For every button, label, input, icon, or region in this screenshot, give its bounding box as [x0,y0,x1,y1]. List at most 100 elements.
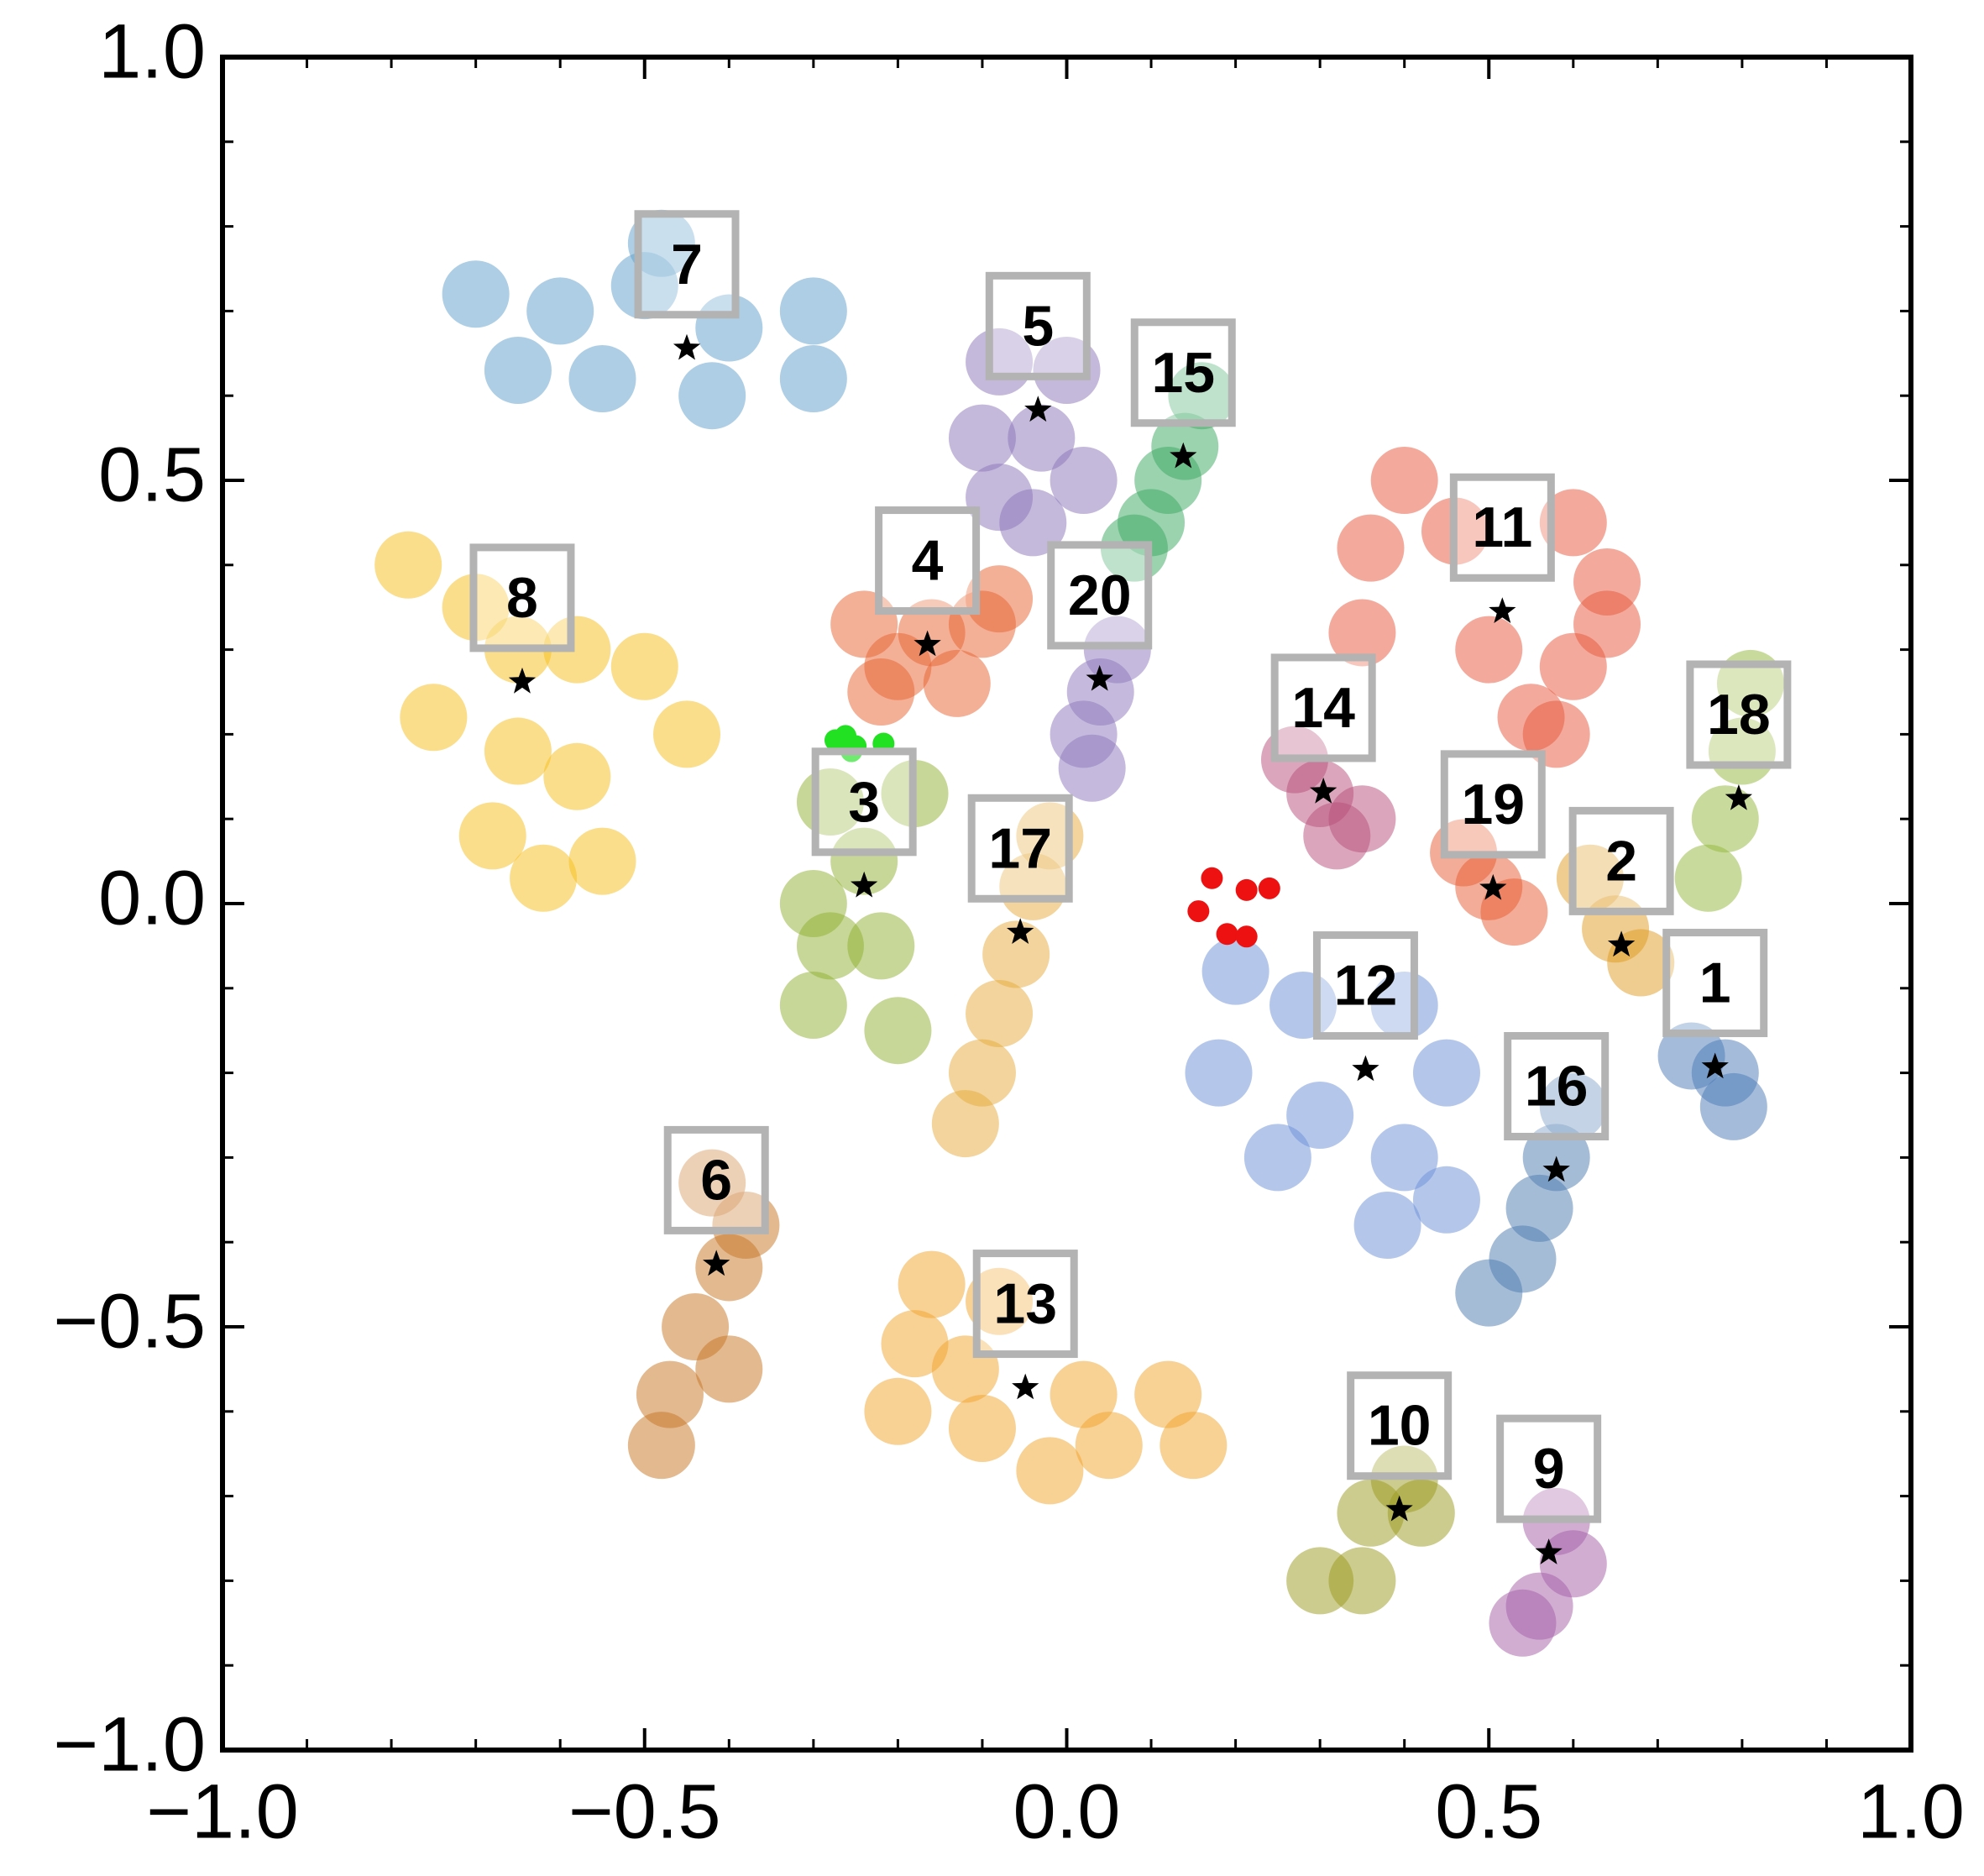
cluster-point [1286,1547,1354,1615]
cluster-point [543,616,611,684]
cluster-point [966,1267,1034,1335]
clusters [374,209,1784,1657]
label-box [1440,750,1546,859]
x-tick-label: 0.5 [1435,1769,1542,1854]
cluster-point [1387,1479,1455,1547]
cluster-point [948,404,1016,472]
label-box [967,794,1073,903]
cluster-point [568,345,636,413]
label-box [1047,541,1153,650]
cluster-point [1168,362,1236,430]
cluster-label: 4 [912,529,944,593]
centroid-star [1007,918,1034,944]
centroid-star [673,333,701,360]
cluster-point [1505,1174,1573,1242]
cluster-point [966,980,1034,1048]
cluster-label: 6 [700,1148,732,1212]
cluster-point [1303,802,1371,870]
cluster-point [1539,489,1607,557]
label-box [972,1250,1078,1359]
cluster-point [779,971,847,1039]
label-box [1130,318,1236,427]
label-box [1504,1032,1610,1141]
cluster-label: 12 [1334,954,1398,1018]
cluster-point [1050,447,1118,514]
cluster-point [695,1335,763,1403]
cluster-point [636,1360,704,1428]
cluster-point [1412,1166,1480,1234]
highlight-point [1258,877,1280,899]
cluster-point [1370,971,1438,1039]
cluster-point [695,1234,763,1302]
x-tick-label: 1.0 [1857,1769,1965,1854]
cluster-point [966,565,1034,633]
centroid-star [1725,784,1752,810]
cluster-point [796,912,864,980]
cluster-point [1353,1192,1421,1260]
label-box [1568,806,1674,915]
cluster-point [510,844,578,912]
x-tick-label: −0.5 [568,1769,721,1854]
centroid-star [1352,1055,1379,1082]
label-box [875,506,981,616]
label-box [1686,660,1792,769]
cluster-point [543,742,611,810]
label-box [1496,1414,1602,1523]
cluster-label: 15 [1151,341,1215,405]
y-tick-label: −0.5 [53,1278,206,1364]
cluster-point [898,599,966,667]
cluster-point [847,912,915,980]
cluster-point [610,632,678,700]
cluster-point [1337,514,1405,582]
cluster-point [1050,1360,1118,1428]
cluster-point [526,277,594,345]
cluster-point [779,277,847,345]
cluster-point [1286,1082,1354,1149]
cluster-point [1455,616,1523,684]
label-box [1270,653,1376,762]
cluster-point [568,827,636,895]
cluster-label: 13 [993,1272,1057,1336]
centroid-star [1479,873,1507,900]
highlight-point [1201,867,1223,889]
cluster-point [1243,1124,1311,1192]
cluster-point [484,336,552,404]
highlight-point [1235,878,1258,901]
centroid-star [1542,1155,1570,1182]
cluster-point [1539,1072,1607,1140]
y-tick-label: 0.5 [98,432,206,517]
centroid-star [508,667,537,694]
centroid-star [1086,664,1113,691]
cluster-point [948,1394,1016,1462]
cluster-label: 20 [1068,563,1132,627]
cluster-label: 5 [1022,294,1054,358]
cluster-point [1370,447,1438,514]
centroid-star [703,1250,730,1276]
cluster-point [653,700,721,768]
label-box [1312,931,1418,1040]
cluster-label: 10 [1368,1394,1432,1458]
cluster-point [999,852,1067,920]
centroid-star [1310,777,1337,804]
centroid-star [1012,1373,1039,1400]
label-box [634,210,740,319]
cluster-point [881,1310,949,1378]
cluster-label: 17 [988,816,1052,880]
cluster-point [678,362,746,430]
centroid-star [851,871,878,898]
cluster-point [1497,684,1565,752]
cluster-point [1058,734,1126,802]
cluster-point [1370,1124,1438,1192]
label-box [811,747,917,857]
x-tick-label: −1.0 [146,1769,299,1854]
label-box [1347,1371,1453,1480]
cluster-label: 8 [506,566,538,630]
cluster-label: 14 [1291,676,1355,740]
centroid-star [913,630,941,657]
cluster-point [627,209,695,277]
cluster-point [1185,1039,1253,1107]
centroid-star [1535,1538,1563,1564]
cluster-point [1328,599,1396,667]
cluster-point [1674,844,1742,912]
